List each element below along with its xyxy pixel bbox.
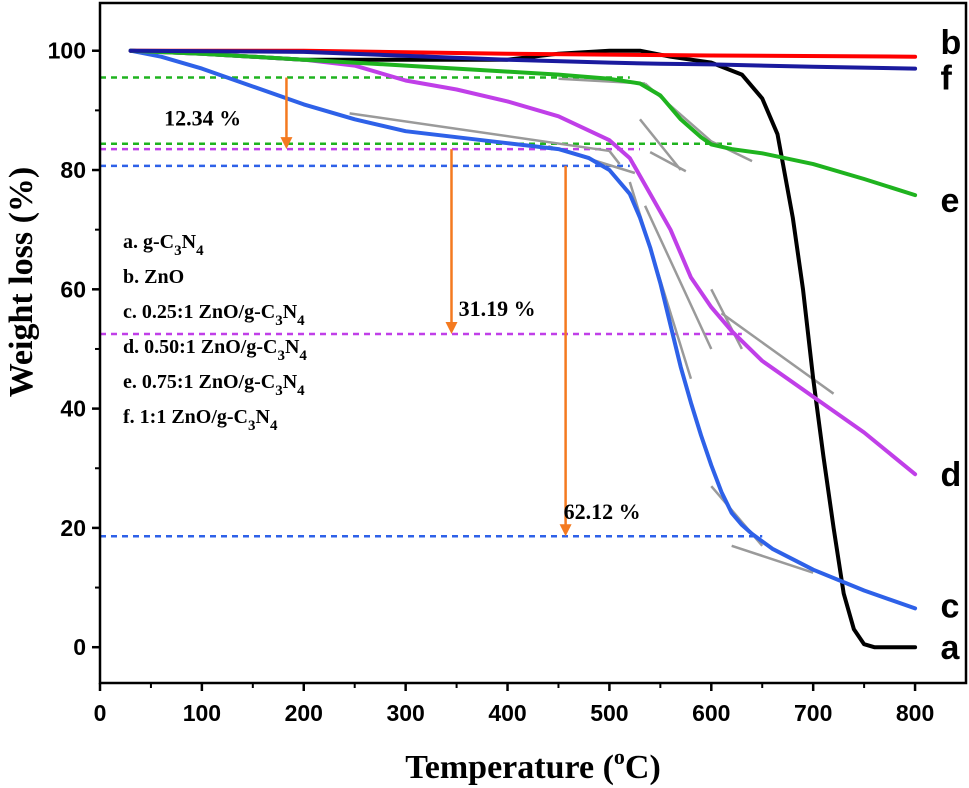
weight-loss-annotation: 62.12 % xyxy=(564,499,641,524)
drop-arrow-head xyxy=(559,524,572,537)
y-tick-label: 80 xyxy=(60,157,86,183)
tangent-line xyxy=(349,112,610,153)
x-tick-label: 500 xyxy=(590,700,628,726)
arrows-layer xyxy=(280,77,572,537)
y-tick-label: 60 xyxy=(60,276,86,302)
x-tick-label: 400 xyxy=(488,700,526,726)
x-tick-label: 600 xyxy=(692,700,730,726)
curve-label-b: b xyxy=(941,24,962,62)
curve-label-f: f xyxy=(941,60,953,98)
curve-label-a: a xyxy=(941,629,961,667)
series-line-f xyxy=(128,48,918,71)
x-tick-label: 300 xyxy=(386,700,424,726)
tangent-line xyxy=(710,288,743,350)
legend-item: a. g-C3N4 xyxy=(123,231,204,259)
legend-item: e. 0.75:1 ZnO/g-C3N4 xyxy=(123,371,305,399)
x-tick-label: 700 xyxy=(794,700,832,726)
y-tick-label: 20 xyxy=(60,515,86,541)
x-axis-title: Temperature (oC) xyxy=(405,744,661,786)
x-tick-label: 100 xyxy=(183,700,221,726)
weight-loss-annotation: 31.19 % xyxy=(459,296,536,321)
series-line-e xyxy=(128,48,918,198)
legend-item: b. ZnO xyxy=(123,266,184,288)
tangent-line xyxy=(731,544,814,574)
curve-label-d: d xyxy=(941,456,962,494)
tangent-line xyxy=(649,151,687,173)
legend-item: f. 1:1 ZnO/g-C3N4 xyxy=(123,406,278,434)
drop-arrow-head xyxy=(445,322,458,335)
curve-label-e: e xyxy=(941,182,960,220)
y-tick-label: 100 xyxy=(48,38,86,64)
tangent-line xyxy=(643,205,713,350)
series-line-d xyxy=(128,48,918,477)
x-tick-label: 200 xyxy=(285,700,323,726)
tangent-line xyxy=(608,150,621,165)
y-tick-label: 0 xyxy=(73,634,86,660)
legend-item: d. 0.50:1 ZnO/g-C3N4 xyxy=(123,336,307,364)
y-tick-label: 40 xyxy=(60,396,86,422)
plot-frame xyxy=(98,1,968,685)
x-tick-label: 800 xyxy=(896,700,934,726)
series-layer xyxy=(128,48,918,650)
legend: a. g-C3N4 b. ZnO c. 0.25:1 ZnO/g-C3N4 d. 0.… xyxy=(123,231,307,434)
curve-label-c: c xyxy=(941,587,960,625)
legend-item: c. 0.25:1 ZnO/g-C3N4 xyxy=(123,301,305,329)
tangent-lines-layer xyxy=(349,77,835,574)
x-tick-label: 0 xyxy=(94,700,107,726)
series-line-c xyxy=(128,48,918,611)
axes-layer: 0 100 200 300 400 500 600 700 800 0 20 40 60 80 100 xyxy=(48,38,935,726)
y-axis-title: Weight loss (%) xyxy=(3,167,40,397)
labels-layer: bf e d ca 12.34 % 31.19 % 62.12 % xyxy=(164,24,961,667)
drop-arrow-head xyxy=(280,137,293,150)
tangent-line xyxy=(639,118,682,171)
reference-lines-layer xyxy=(100,76,763,538)
weight-loss-annotation: 12.34 % xyxy=(164,105,241,130)
